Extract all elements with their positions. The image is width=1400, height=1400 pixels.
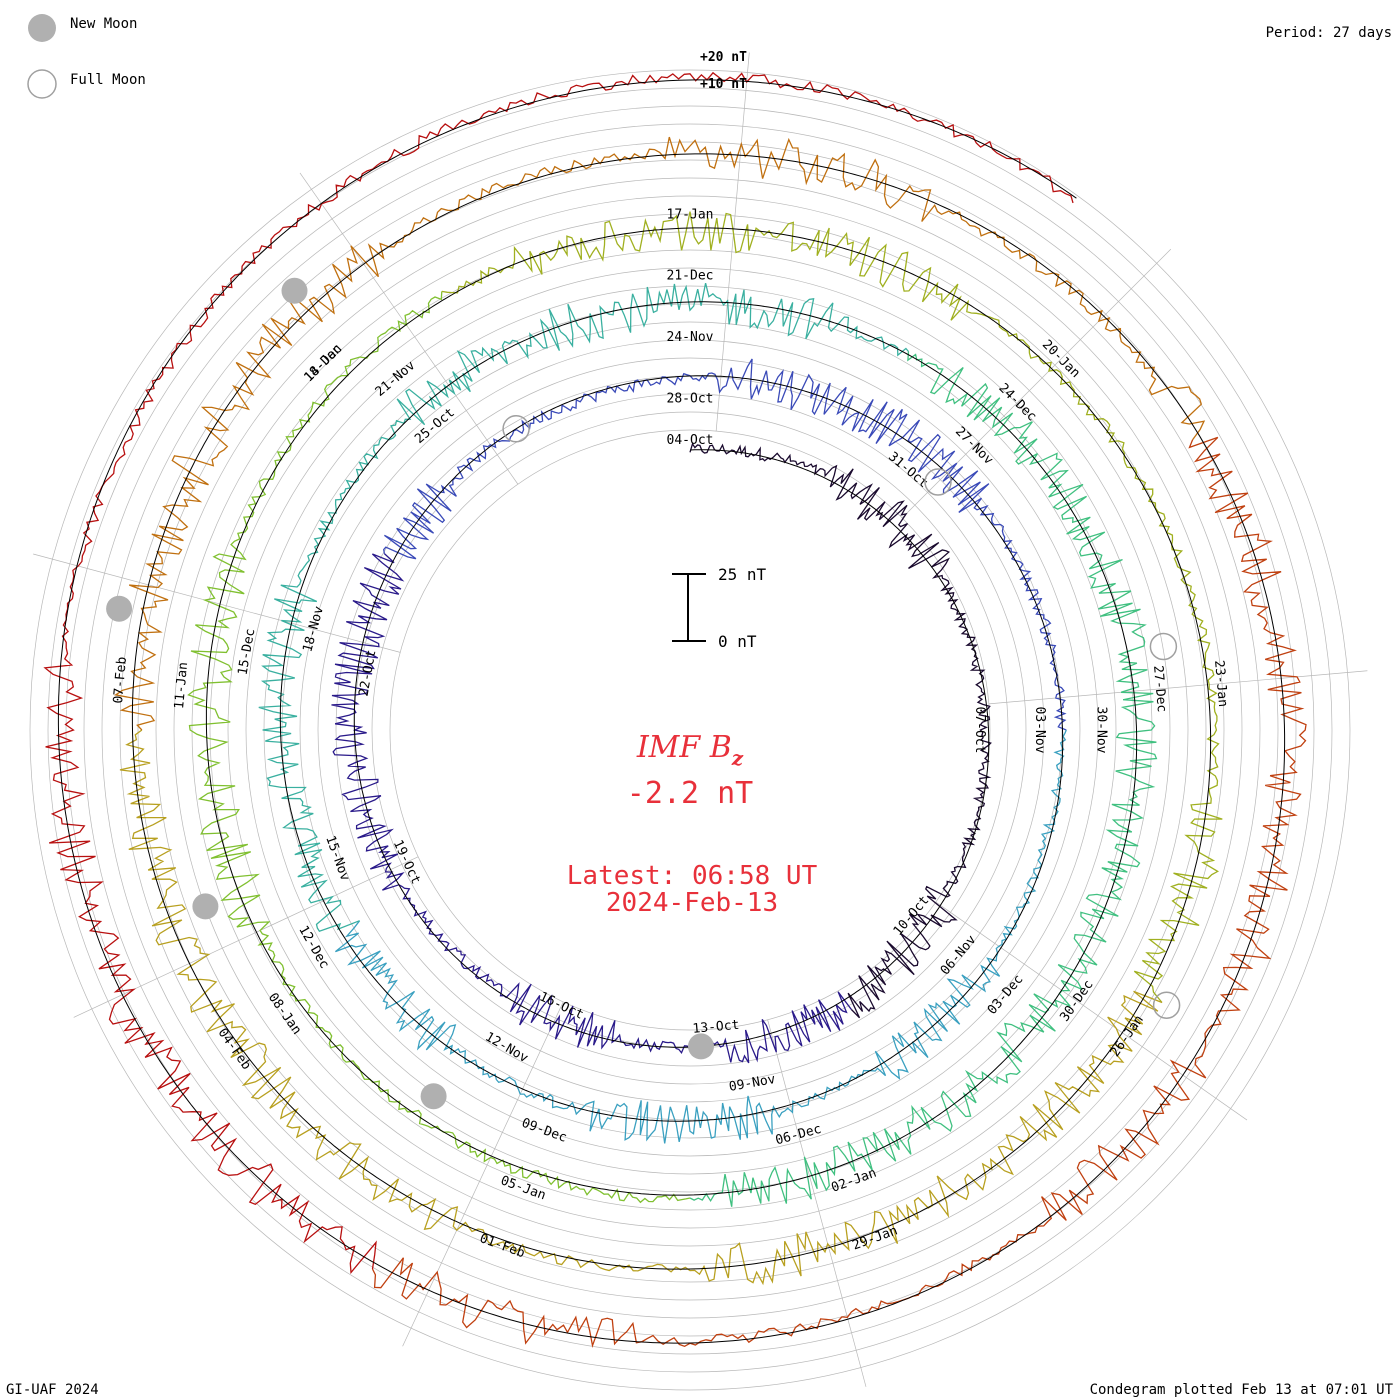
latest-time: Latest: 06:58 UT: [567, 861, 818, 891]
zero-spiral: [57, 79, 1286, 1344]
spoke-line: [988, 670, 1368, 705]
spoke-line: [767, 1019, 867, 1387]
scale-bar-bottom-label: 0 nT: [718, 632, 757, 651]
date-tick-label: 27-Dec: [1150, 665, 1169, 713]
date-tick-label: 09-Dec: [519, 1116, 568, 1146]
bz-trace-segment: [689, 442, 992, 1019]
period-label: Period: 27 days: [1266, 25, 1392, 41]
date-tick-label: 03-Dec: [985, 972, 1027, 1018]
data-traces: [43, 71, 1307, 1349]
date-tick-label: 04-Oct: [667, 433, 714, 448]
grid-ring: [119, 159, 1261, 1301]
new-moon-marker: [192, 893, 219, 920]
bz-trace-segment: [258, 282, 909, 932]
legend: New Moon Full Moon: [27, 14, 146, 99]
date-tick-label: 15-Dec: [235, 627, 258, 676]
date-tick-label: 19-Oct: [390, 838, 423, 887]
full-moon-marker: [502, 415, 530, 443]
date-tick-label: 09-Nov: [728, 1072, 777, 1095]
bz-trace-segment: [383, 358, 1067, 731]
date-tick-label: 14-Jan: [301, 341, 345, 385]
date-tick-label: 12-Dec: [295, 923, 331, 971]
scale-label-plus20: +20 nT: [700, 50, 747, 65]
bz-trace-segment: [334, 729, 1067, 1144]
grid-ring: [209, 249, 1171, 1211]
bz-trace-segment: [119, 729, 1163, 1286]
grid-ring: [137, 177, 1243, 1283]
spoke-line: [73, 856, 419, 1018]
date-tick-label: 21-Dec: [667, 269, 714, 284]
full-moon-marker: [924, 468, 952, 496]
scale-label-plus10: +10 nT: [700, 77, 747, 92]
chart-title: IMF Bz: [636, 730, 744, 770]
grid-ring: [299, 339, 1081, 1121]
bz-trace-segment: [114, 136, 1206, 731]
full-moon-legend-label: Full Moon: [70, 72, 146, 88]
spoke-line: [402, 1001, 564, 1347]
date-tick-label: 06-Dec: [774, 1122, 823, 1149]
grid-ring: [245, 285, 1135, 1175]
date-tick-label: 01-Feb: [477, 1231, 526, 1261]
full-moon-marker: [1152, 991, 1181, 1019]
bz-trace-segment: [371, 436, 1307, 1349]
new-moon-marker: [420, 1083, 447, 1110]
grid-ring: [281, 321, 1099, 1139]
grid-ring: [389, 429, 991, 1031]
date-tick-label: 24-Nov: [667, 330, 714, 345]
bz-trace-segment: [187, 291, 691, 1204]
grid-ring: [101, 141, 1279, 1319]
footer-plotted: Condegram plotted Feb 13 at 07:01 UT: [1090, 1382, 1394, 1398]
spoke-line: [33, 553, 401, 653]
date-tick-label: 03-Nov: [1032, 707, 1047, 754]
new-moon-marker: [281, 277, 308, 304]
spoke-line: [935, 901, 1248, 1121]
footer-credit: GI-UAF 2024: [6, 1382, 99, 1398]
date-tick-label: 23-Jan: [1211, 660, 1230, 708]
date-tick-label: 17-Jan: [667, 207, 714, 222]
new-moon-legend-label: New Moon: [70, 16, 137, 32]
date-tick-label: 28-Oct: [667, 392, 714, 407]
bz-trace-segment: [43, 71, 1074, 1275]
current-value: -2.2 nT: [627, 776, 753, 811]
date-tick-label: 07-Oct: [972, 707, 987, 754]
new-moon-marker: [688, 1033, 714, 1060]
date-tick-label: 29-Jan: [850, 1223, 899, 1253]
date-tick-label: 18-Nov: [300, 604, 327, 653]
center-readout: IMF Bz -2.2 nT Latest: 06:58 UT 2024-Feb…: [567, 730, 818, 918]
date-tick-label: 11-Jan: [172, 661, 191, 709]
new-moon-legend-icon: [28, 14, 56, 42]
date-tick-label: 30-Dec: [1057, 977, 1096, 1024]
full-moon-legend-icon: [27, 69, 57, 99]
date-tick-label: 07-Feb: [111, 656, 130, 704]
bz-trace-segment: [689, 351, 1158, 1207]
grid-ring: [47, 87, 1333, 1373]
grid-ring: [155, 195, 1225, 1265]
grid-ring: [65, 105, 1315, 1355]
scale-bar: 25 nT 0 nT: [672, 565, 767, 651]
bz-trace-segment: [441, 211, 1223, 1003]
radial-spokes: [33, 52, 1368, 1387]
bz-trace-segment: [331, 553, 852, 1064]
spoke-line: [299, 172, 519, 485]
moon-markers: [106, 277, 1181, 1110]
grid-ring: [191, 231, 1189, 1229]
date-tick-label: 15-Nov: [322, 834, 352, 883]
grid-ring: [83, 123, 1297, 1337]
date-tick-label: 13-Oct: [692, 1018, 740, 1037]
date-tick-label: 30-Nov: [1093, 707, 1108, 754]
date-tick-label: 21-Nov: [373, 358, 419, 400]
new-moon-marker: [106, 595, 133, 622]
full-moon-marker: [1149, 632, 1178, 661]
grid-ring: [29, 69, 1351, 1391]
date-tick-label: 12-Nov: [482, 1030, 530, 1067]
spoke-line: [715, 52, 750, 432]
scale-bar-top-label: 25 nT: [718, 565, 767, 584]
latest-date: 2024-Feb-13: [606, 888, 778, 918]
zero-lines: [57, 79, 1286, 1344]
